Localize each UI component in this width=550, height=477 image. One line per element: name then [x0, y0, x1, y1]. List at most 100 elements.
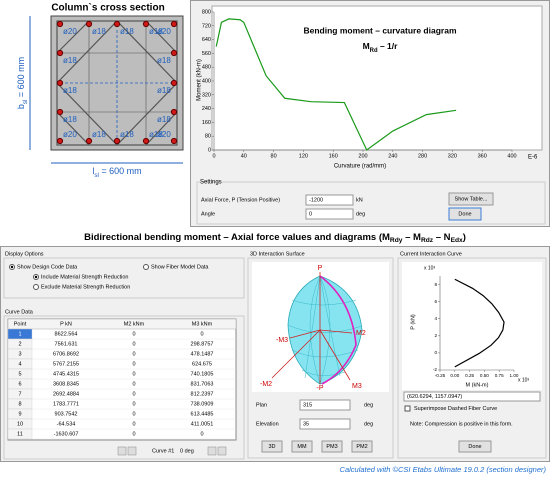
rebar-label: ø18 — [157, 115, 171, 124]
rebar-label: ø18 — [63, 56, 77, 65]
display-options-title: Display Options — [5, 251, 44, 257]
y-tick-label: 8 — [434, 282, 437, 287]
table-cell: 812.2397 — [191, 391, 214, 397]
rebar — [56, 137, 64, 145]
y-tick-label: 640 — [202, 37, 211, 43]
last-button[interactable] — [217, 446, 227, 456]
plan-input[interactable] — [299, 399, 351, 411]
axis-label: -P — [317, 385, 324, 392]
x-tick-label: 280 — [418, 153, 427, 159]
show-table-button[interactable] — [448, 192, 494, 206]
angle-input[interactable] — [305, 208, 354, 220]
rebar — [170, 79, 178, 87]
angle-value: 0 — [309, 211, 312, 217]
nav-buttons — [117, 446, 227, 456]
radio[interactable] — [143, 264, 149, 270]
x-multiplier: E-6 — [528, 155, 538, 161]
x-axis-label: Curvature (rad/mm) — [334, 164, 386, 170]
done-button[interactable] — [448, 207, 482, 221]
y-tick-label: 2 — [434, 333, 437, 338]
surface-labels: P M3 -M3 -M2 M2 -P — [260, 265, 366, 392]
text-segment: Rdy — [390, 237, 403, 244]
table-cell: 624.675 — [192, 361, 212, 367]
x-tick-label: -0.25 — [435, 373, 446, 378]
section-title: Column`s cross section — [51, 3, 164, 14]
checkbox[interactable] — [404, 405, 411, 412]
y-tick-label: 0 — [208, 147, 211, 153]
text-segment: l — [92, 166, 94, 176]
x-tick-label: 40 — [241, 153, 247, 159]
text-segment: – M — [402, 232, 421, 243]
prev-button[interactable] — [127, 446, 137, 456]
elevation-input[interactable] — [299, 418, 351, 430]
rebar-label: ø20 — [157, 27, 171, 36]
text-segment: Bidirectional bending moment – Axial for… — [84, 232, 390, 243]
column-header: M3 kNm — [192, 321, 213, 327]
table-cell: 0 — [132, 341, 135, 347]
table-cell: 0 — [132, 371, 135, 377]
x-tick-label: 160 — [329, 153, 338, 159]
rebar — [113, 20, 121, 28]
table-cell: 0 — [200, 331, 203, 337]
text-segment: = 600 mm — [16, 57, 26, 100]
table-cell: 2692.4884 — [53, 391, 79, 397]
curve-label: Curve #1 — [152, 448, 174, 454]
table-cell: 2 — [18, 341, 21, 347]
table-cell: 3 — [18, 351, 21, 357]
show-table-label: Show Table... — [455, 196, 488, 202]
surface-group — [247, 257, 394, 459]
view-button[interactable] — [261, 440, 283, 453]
table-cell: 0 — [132, 421, 135, 427]
first-button[interactable] — [117, 446, 127, 456]
x-tick-label: 0.75 — [495, 373, 504, 378]
current-curve — [319, 275, 357, 385]
rebar-label: ø18 — [63, 115, 77, 124]
text-segment: sl — [94, 172, 99, 179]
l-dimension-label: lsl = 600 mm — [92, 166, 141, 179]
view-button-label: PM3 — [326, 444, 337, 450]
y-multiplier: x 10³ — [424, 265, 435, 271]
text-segment: b — [16, 104, 26, 109]
rebar-label: ø18 — [92, 130, 106, 139]
y-tick-label: 240 — [202, 106, 211, 112]
y-tick-label: 6 — [434, 299, 437, 304]
table-cell: -1630.607 — [54, 431, 79, 437]
curve-panel-title: Current Interaction Curve — [400, 251, 462, 257]
x-tick-label: 200 — [358, 153, 367, 159]
option: Show Design Code Data — [17, 264, 78, 270]
option: Show Fiber Model Data — [151, 264, 209, 270]
data-line — [454, 278, 505, 368]
table-cell: -64.534 — [57, 421, 76, 427]
rebar-label: ø20 — [63, 27, 77, 36]
axial-input[interactable] — [305, 194, 354, 206]
x-tick-label: 400 — [507, 153, 516, 159]
view-button[interactable] — [321, 440, 343, 453]
table-cell: 7561.631 — [55, 341, 78, 347]
done-button[interactable] — [458, 440, 492, 453]
rebar-label: ø20 — [63, 130, 77, 139]
curve-group — [397, 257, 547, 459]
rebar-label: ø18 — [149, 27, 163, 36]
x-tick-label: 0.00 — [450, 373, 459, 378]
rebar-label: ø18 — [157, 56, 171, 65]
view-button[interactable] — [351, 440, 373, 453]
next-button[interactable] — [207, 446, 217, 456]
rebar-label: ø18 — [157, 86, 171, 95]
view-button[interactable] — [291, 440, 313, 453]
text-segment: Edx — [451, 237, 463, 244]
b-dimension-label: bsl = 600 mm — [16, 57, 29, 109]
axial-label: Axial Force, P (Tension Positive) — [201, 197, 280, 203]
rebar-label: ø18 — [92, 27, 106, 36]
radio[interactable] — [33, 284, 39, 290]
axis-label: P — [318, 265, 323, 272]
curve-data-group — [3, 315, 245, 460]
settings-title: Settings — [200, 180, 222, 186]
data-line — [215, 18, 457, 151]
table-cell: 4745.4315 — [53, 371, 79, 377]
table-cell: 6706.8692 — [53, 351, 79, 357]
x-tick-label: 1.00 — [510, 373, 519, 378]
table-cell: 1 — [18, 331, 21, 337]
surface-axes — [271, 272, 353, 384]
y-tick-label: 800 — [202, 9, 211, 15]
